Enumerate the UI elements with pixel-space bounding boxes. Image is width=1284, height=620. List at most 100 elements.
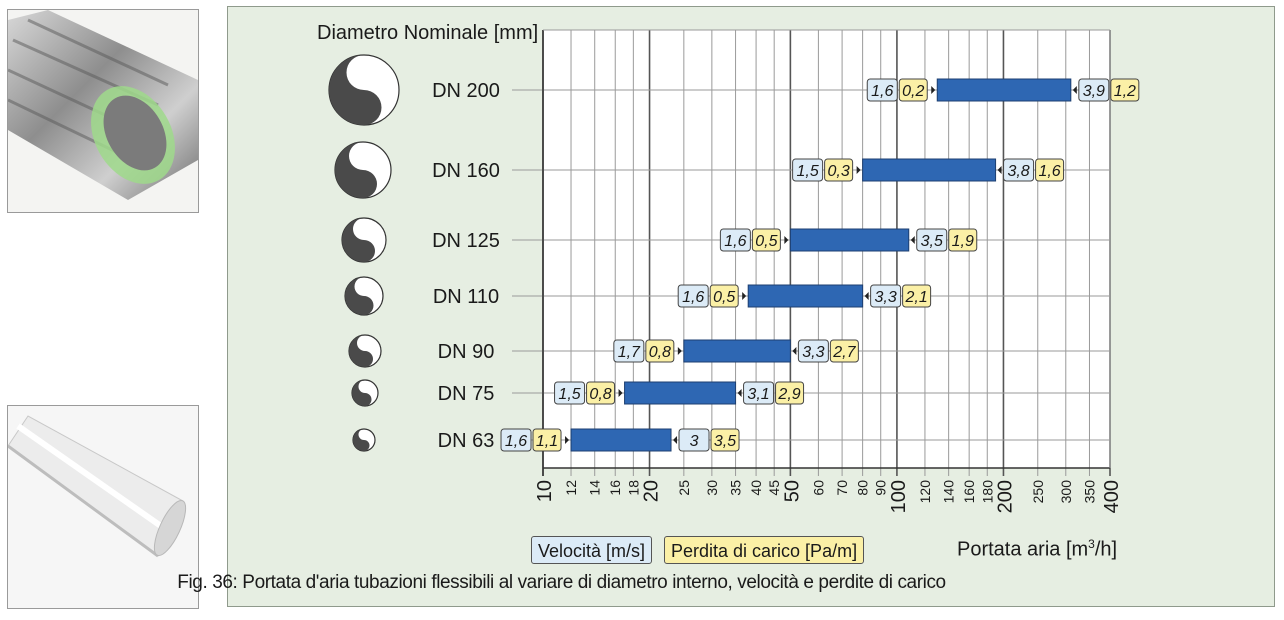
x-tick-label: 160 <box>961 480 977 504</box>
end-arrow <box>792 347 797 355</box>
start-arrow <box>784 236 789 244</box>
x-tick-label: 250 <box>1030 480 1046 504</box>
end-loss-label: 2,9 <box>777 386 800 403</box>
end-velocity-label: 3,8 <box>1007 163 1029 180</box>
start-velocity-label: 1,6 <box>724 233 746 250</box>
aluminium-duct-image <box>7 9 199 213</box>
end-velocity-label-box <box>916 228 948 252</box>
range-bar <box>936 78 1072 102</box>
end-velocity-label-box <box>797 339 829 363</box>
duct-section-icon <box>344 276 384 316</box>
end-velocity-label: 3,9 <box>1083 83 1105 100</box>
end-loss-label: 1,6 <box>1038 163 1060 180</box>
start-loss-label: 0,8 <box>649 344 671 361</box>
x-tick-label: 12 <box>563 480 579 496</box>
end-arrow <box>737 389 742 397</box>
end-arrow <box>864 292 869 300</box>
start-loss-label: 0,5 <box>713 289 735 306</box>
start-velocity-label-box <box>500 428 532 452</box>
start-velocity-label-box <box>866 78 898 102</box>
end-velocity-label: 3,3 <box>874 289 896 306</box>
start-velocity-label: 1,6 <box>505 433 527 450</box>
end-velocity-label-box <box>678 428 710 452</box>
x-tick-label: 10 <box>534 480 556 502</box>
x-tick-label: 90 <box>873 480 889 496</box>
x-tick-label: 40 <box>748 480 764 496</box>
row-label: DN 63 <box>438 430 495 452</box>
range-bar <box>789 228 910 252</box>
end-loss-label-box <box>1035 158 1065 182</box>
start-loss-label: 0,5 <box>755 233 777 250</box>
x-tick-label: 30 <box>704 480 720 496</box>
start-loss-label: 0,8 <box>589 386 611 403</box>
end-arrow <box>1072 86 1077 94</box>
x-axis-title: Portata aria [m3/h] <box>957 537 1118 561</box>
x-tick-label: 400 <box>1101 480 1123 513</box>
start-arrow <box>618 389 623 397</box>
x-tick-label: 300 <box>1058 480 1074 504</box>
range-bar <box>862 158 997 182</box>
end-velocity-label: 3,3 <box>802 344 824 361</box>
range-bar <box>683 339 791 363</box>
start-velocity-label-box <box>554 381 586 405</box>
x-tick-label: 100 <box>888 480 910 513</box>
start-arrow <box>677 347 682 355</box>
duct-section-icon <box>341 217 387 263</box>
end-velocity-label-box <box>743 381 775 405</box>
end-arrow <box>910 236 915 244</box>
end-loss-label: 1,2 <box>1114 83 1136 100</box>
duct-section-icon <box>352 428 376 452</box>
start-loss-label-box <box>709 284 739 308</box>
x-tick-label: 18 <box>625 480 641 496</box>
legend-velocity: Velocità [m/s] <box>531 536 653 564</box>
x-tick-label: 200 <box>994 480 1016 513</box>
start-velocity-label: 1,5 <box>558 386 580 403</box>
start-loss-label-box <box>824 158 854 182</box>
duct-section-icon <box>334 141 392 199</box>
end-loss-label: 2,7 <box>832 344 856 361</box>
end-velocity-label: 3 <box>690 433 699 450</box>
end-velocity-label-box <box>1003 158 1035 182</box>
start-velocity-label-box <box>613 339 645 363</box>
x-tick-label: 350 <box>1081 480 1097 504</box>
start-loss-label: 0,2 <box>902 83 924 100</box>
row-label: DN 110 <box>433 286 499 308</box>
start-loss-label: 1,1 <box>536 433 558 450</box>
x-tick-label: 20 <box>641 480 663 502</box>
end-loss-label: 2,1 <box>904 289 927 306</box>
end-loss-label-box <box>902 284 932 308</box>
x-tick-label: 45 <box>766 480 782 496</box>
end-loss-label-box <box>948 228 978 252</box>
x-tick-label: 14 <box>587 480 603 496</box>
x-tick-label: 25 <box>676 480 692 496</box>
x-tick-label: 16 <box>607 480 623 496</box>
start-loss-label-box <box>532 428 562 452</box>
range-bar <box>747 284 864 308</box>
start-velocity-label: 1,5 <box>796 163 818 180</box>
start-velocity-label-box <box>719 228 751 252</box>
x-tick-label: 80 <box>855 480 871 496</box>
row-label: DN 160 <box>432 160 500 182</box>
start-velocity-label: 1,7 <box>618 344 641 361</box>
end-loss-label-box <box>829 339 859 363</box>
start-arrow <box>565 436 570 444</box>
start-velocity-label-box <box>792 158 824 182</box>
end-arrow <box>673 436 678 444</box>
y-axis-title: Diametro Nominale [mm] <box>317 22 539 44</box>
duct-section-icon <box>348 334 382 368</box>
start-loss-label-box <box>645 339 675 363</box>
duct-section-icon <box>328 54 400 126</box>
end-velocity-label-box <box>870 284 902 308</box>
pvc-duct-image <box>7 405 199 609</box>
start-arrow <box>931 86 936 94</box>
range-bar <box>570 428 672 452</box>
start-arrow <box>742 292 747 300</box>
x-tick-label: 70 <box>834 480 850 496</box>
x-tick-label: 50 <box>781 480 803 502</box>
end-loss-label-box <box>775 381 805 405</box>
x-tick-label: 35 <box>728 480 744 496</box>
figure-caption: Fig. 36: Portata d'aria tubazioni flessi… <box>177 572 946 593</box>
start-loss-label-box <box>898 78 928 102</box>
start-velocity-label: 1,6 <box>682 289 704 306</box>
